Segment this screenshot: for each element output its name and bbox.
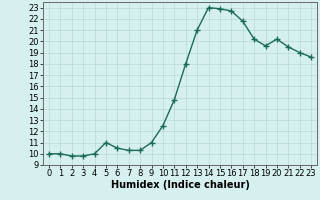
X-axis label: Humidex (Indice chaleur): Humidex (Indice chaleur) — [111, 180, 249, 190]
